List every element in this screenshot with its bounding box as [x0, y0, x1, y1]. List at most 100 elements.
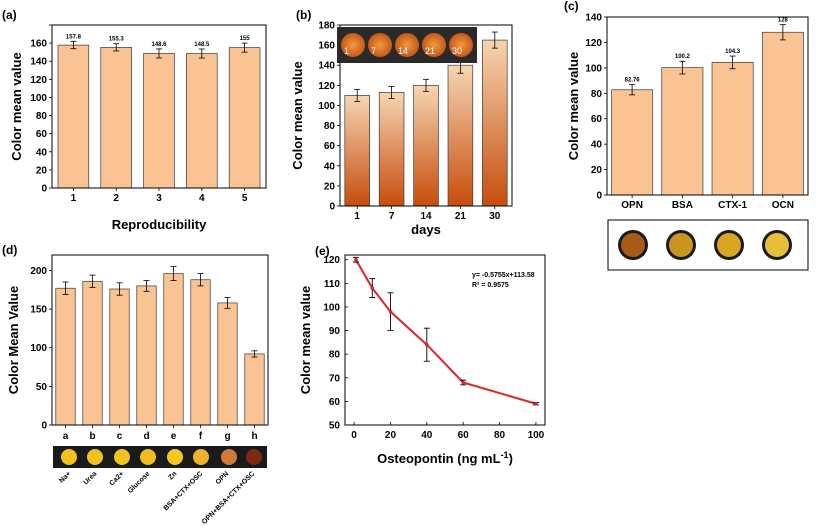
bar-d-6: [217, 302, 238, 426]
panel-c: 82.76 OPN 100.2 BSA 104.3 CTX-1 128 OCN 0 20 40 60 8…: [564, 0, 809, 271]
data-point: [425, 342, 429, 347]
bar-a-2: [143, 53, 175, 189]
y-tick-label: 150: [30, 305, 47, 316]
sample-dot: [140, 449, 156, 465]
strip-label: OPN+BSA+CTX+OSC: [201, 470, 256, 525]
plot-frame: [606, 16, 809, 196]
y-tick-label: 40: [324, 161, 336, 172]
y-tick-label: 20: [36, 165, 48, 176]
equation-label: y= -0.5755x+113.58: [472, 272, 535, 279]
strip-label: Na+: [58, 470, 72, 484]
x-axis-label-end: ): [509, 451, 513, 466]
y-tick-label: 120: [318, 81, 335, 92]
bar-c-1: [661, 67, 704, 196]
panel-b: 1 7 14 21 30 0 20 40 60 80 100 120 140 160 180 Color me…: [290, 8, 513, 237]
bar-d-0: [55, 287, 76, 426]
x-tick-label: 1: [71, 193, 77, 204]
bar-a-3: [186, 53, 218, 189]
x-axis-label-sup: -1: [501, 450, 509, 460]
y-tick-label: 0: [596, 191, 602, 202]
y-tick-label: 80: [324, 121, 336, 132]
sample-dot: [87, 449, 103, 465]
bar-b-4: [482, 39, 508, 207]
y-tick-label: 80: [36, 111, 48, 122]
plot-frame: [51, 24, 267, 189]
x-tick-label: BSA: [672, 200, 693, 211]
x-tick-label: 0: [351, 430, 357, 441]
y-tick-label: 60: [36, 129, 48, 140]
y-tick-label: 200: [30, 266, 47, 277]
data-label: 104.3: [725, 49, 741, 55]
y-tick-label: 20: [591, 165, 603, 176]
y-tick-label: 140: [318, 61, 335, 72]
inset-dot: [395, 33, 419, 57]
y-tick-label: 100: [318, 101, 335, 112]
bar-b-1: [378, 92, 405, 207]
strip-label: OPN: [215, 470, 231, 486]
y-axis-label: Color mean value: [566, 52, 581, 160]
bar-c-0: [611, 89, 654, 196]
x-tick-label: e: [171, 431, 177, 442]
x-tick-label: b: [89, 431, 95, 442]
sample-dot: [193, 449, 209, 465]
bar-b-2: [413, 84, 439, 207]
strip-label: Zn: [167, 470, 178, 481]
y-tick-label: 90: [329, 326, 341, 337]
x-tick-label: 20: [385, 430, 397, 441]
sample-dot: [61, 449, 77, 465]
x-tick-label: 21: [455, 211, 467, 222]
panel-label: (e): [315, 244, 330, 258]
data-label: 82.76: [625, 78, 641, 84]
x-tick-label: g: [224, 431, 230, 442]
y-tick-label: 60: [324, 141, 336, 152]
x-tick-label: 3: [156, 193, 162, 204]
y-tick-label: 100: [30, 343, 47, 354]
y-tick-label: 140: [30, 57, 47, 68]
panel-label: (b): [296, 8, 311, 22]
data-point: [388, 309, 393, 314]
data-label: 100.2: [675, 54, 691, 60]
strip-label: Glucose: [127, 470, 152, 495]
bar-a-1: [100, 47, 132, 189]
y-tick-label: 180: [318, 21, 335, 32]
x-tick-label: 80: [494, 430, 506, 441]
data-point: [354, 257, 358, 262]
y-tick-label: 40: [591, 140, 603, 151]
x-tick-label: OCN: [772, 200, 794, 211]
panel-label: (a): [2, 8, 17, 22]
x-tick-label: CTX-1: [718, 200, 747, 211]
panel-a: 157.8 1 155.3 2 148.6 3 148.5 4 155 5 0 20 40 60 80 100…: [2, 8, 267, 232]
inset-label: 1: [344, 46, 349, 56]
bar-d-1: [82, 280, 103, 426]
y-tick-label: 0: [41, 421, 47, 432]
x-tick-label: 5: [242, 193, 248, 204]
y-axis-label: Color mean value: [9, 52, 24, 160]
y-tick-label: 160: [30, 39, 47, 50]
x-tick-label: c: [117, 431, 123, 442]
panel-d: a b c d e f g h 0 50 100 150 200 Color Mean Value (d) N…: [2, 243, 269, 526]
y-tick-label: 120: [30, 75, 47, 86]
plot-frame: [344, 254, 546, 426]
series-line: [355, 259, 537, 405]
data-label: 155: [240, 36, 251, 42]
x-axis-label: days: [411, 222, 441, 237]
x-tick-label: 30: [489, 211, 501, 222]
bar-b-3: [447, 64, 474, 207]
data-label: 148.5: [194, 42, 210, 48]
x-tick-label: a: [63, 431, 69, 442]
bar-d-7: [244, 353, 265, 426]
bar-c-2: [711, 62, 754, 196]
data-label: 157.8: [66, 34, 82, 40]
data-point: [534, 401, 538, 406]
strip-label: Ca2+: [108, 470, 125, 487]
plot-frame: [51, 254, 269, 426]
x-tick-label: 2: [113, 193, 119, 204]
panel-e: 0 20 40 60 80 100 50 60 70 80 90 100 110 120 y= -0.575…: [298, 244, 546, 466]
x-tick-label: OPN: [621, 200, 643, 211]
y-tick-label: 100: [585, 63, 602, 74]
bar-d-4: [163, 273, 184, 426]
x-axis-label-main: Osteopontin (ng mL: [377, 451, 501, 466]
inset-label: 7: [371, 46, 376, 56]
inset-dot: [368, 33, 392, 57]
data-label: 155.3: [109, 37, 125, 43]
